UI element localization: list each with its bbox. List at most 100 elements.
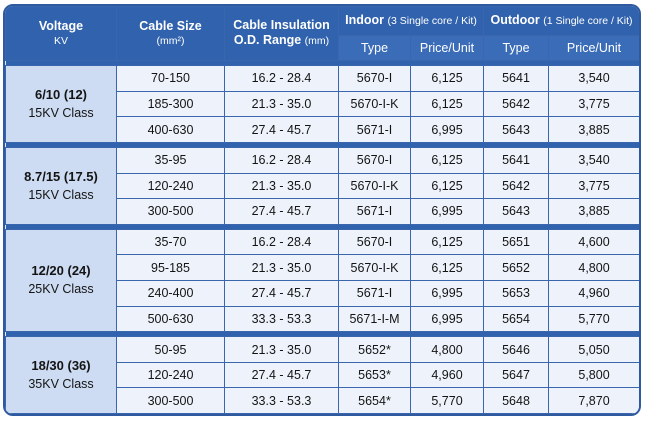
outdoor-price-cell: 3,775 — [548, 90, 639, 118]
price-table-frame: Voltage KV Cable Size (mm²) Cable Insula… — [3, 4, 641, 416]
outdoor-type-cell: 5652 — [483, 254, 550, 281]
cable-size-cell: 120-240 — [116, 172, 225, 200]
cable-size-cell: 70-150 — [116, 65, 225, 92]
indoor-type-cell: 5670-I — [338, 146, 411, 174]
cable-kit-price-table: Voltage KV Cable Size (mm²) Cable Insula… — [5, 6, 639, 414]
outdoor-header-label: Outdoor — [490, 13, 540, 27]
voltage-class: 15KV Class — [28, 105, 94, 120]
cable-size-cell: 500-630 — [116, 305, 225, 333]
insulation-unit: (mm) — [304, 35, 330, 47]
outdoor-price-cell: 4,600 — [548, 228, 639, 256]
table-row: 95-185 21.3 - 35.0 5670-I-K 6,125 5652 4… — [6, 254, 639, 281]
outdoor-type-header: Type — [483, 35, 550, 61]
outdoor-header-note: (1 Single core / Kit) — [543, 15, 633, 27]
table-row: 120-240 27.4 - 45.7 5653* 4,960 5647 5,8… — [6, 361, 639, 389]
indoor-type-cell: 5653* — [338, 361, 411, 389]
indoor-type-cell: 5670-I — [338, 65, 411, 92]
indoor-price-cell: 6,995 — [409, 305, 485, 333]
outdoor-price-cell: 3,775 — [548, 172, 639, 200]
outdoor-type-cell: 5641 — [483, 146, 550, 174]
outdoor-type-cell: 5642 — [483, 90, 550, 118]
group-separator — [5, 223, 639, 230]
indoor-type-cell: 5671-I — [338, 116, 411, 143]
indoor-type-cell: 5671-I — [338, 198, 411, 225]
indoor-header: Indoor (3 Single core / Kit) — [337, 6, 485, 36]
cable-size-cell: 35-70 — [116, 228, 225, 256]
indoor-price-cell: 6,995 — [409, 279, 485, 307]
voltage-cell: 12/20 (24) 25KV Class — [5, 228, 117, 333]
voltage-header-unit: KV — [53, 34, 68, 47]
table-row: 120-240 21.3 - 35.0 5670-I-K 6,125 5642 … — [6, 172, 639, 200]
cable-size-header: Cable Size (mm²) — [116, 6, 225, 61]
indoor-price-cell: 6,125 — [409, 90, 485, 118]
od-range-cell: 21.3 - 35.0 — [224, 172, 339, 200]
voltage-value: 8.7/15 (17.5) — [24, 168, 98, 184]
table-row: 300-500 33.3 - 53.3 5654* 5,770 5648 7,8… — [6, 387, 639, 414]
outdoor-price-cell: 4,800 — [548, 254, 639, 281]
outdoor-type-cell: 5653 — [483, 279, 550, 307]
voltage-class: 35KV Class — [28, 377, 94, 392]
outdoor-type-cell: 5648 — [483, 387, 550, 414]
indoor-price-header: Price/Unit — [409, 35, 485, 61]
table-row: 18/30 (36) 35KV Class 50-95 21.3 - 35.0 … — [5, 336, 639, 414]
cable-size-cell: 95-185 — [116, 254, 225, 281]
cable-size-cell: 400-630 — [116, 116, 225, 143]
outdoor-price-cell: 5,050 — [548, 336, 639, 363]
od-range-cell: 16.2 - 28.4 — [224, 228, 339, 256]
od-range-cell: 27.4 - 45.7 — [224, 361, 339, 389]
indoor-type-header: Type — [338, 35, 411, 61]
od-range-cell: 16.2 - 28.4 — [224, 65, 339, 92]
indoor-price-cell: 6,995 — [409, 198, 485, 225]
outdoor-price-cell: 3,540 — [548, 146, 639, 174]
outdoor-type-cell: 5646 — [483, 336, 550, 363]
table-row: 240-400 27.4 - 45.7 5671-I 6,995 5653 4,… — [6, 279, 639, 307]
od-range-cell: 16.2 - 28.4 — [224, 146, 339, 174]
cable-size-cell: 50-95 — [116, 336, 225, 363]
outdoor-type-cell: 5643 — [483, 198, 550, 225]
outdoor-price-cell: 5,800 — [548, 361, 639, 389]
table-row: 6/10 (12) 15KV Class 70-150 16.2 - 28.4 … — [5, 65, 639, 143]
cable-size-cell: 240-400 — [116, 279, 225, 307]
od-range-cell: 21.3 - 35.0 — [224, 90, 339, 118]
od-range-cell: 33.3 - 53.3 — [224, 387, 339, 414]
outdoor-type-cell: 5651 — [483, 228, 550, 256]
outdoor-price-cell: 3,885 — [548, 198, 639, 225]
table-row: 8.7/15 (17.5) 15KV Class 35-95 16.2 - 28… — [5, 146, 639, 225]
voltage-value: 12/20 (24) — [31, 263, 91, 279]
cable-size-cell: 300-500 — [116, 198, 225, 225]
indoor-type-cell: 5671-I — [338, 279, 411, 307]
indoor-price-cell: 4,800 — [409, 336, 485, 363]
indoor-type-cell: 5654* — [338, 387, 411, 414]
cable-size-cell: 35-95 — [116, 146, 225, 174]
indoor-price-cell: 6,995 — [409, 116, 485, 143]
indoor-price-cell: 5,770 — [409, 387, 485, 414]
outdoor-header: Outdoor (1 Single core / Kit) — [483, 6, 639, 36]
outdoor-type-cell: 5642 — [483, 172, 550, 200]
indoor-price-cell: 6,125 — [409, 254, 485, 281]
outdoor-price-cell: 5,770 — [548, 305, 639, 333]
insulation-range-label: O.D. Range — [233, 33, 302, 47]
insulation-header: Cable Insulation O.D. Range (mm) — [224, 6, 339, 61]
outdoor-price-cell: 3,885 — [548, 116, 639, 143]
outdoor-type-cell: 5647 — [483, 361, 550, 389]
outdoor-price-cell: 4,960 — [548, 279, 639, 307]
indoor-type-cell: 5670-I-K — [338, 172, 411, 200]
cable-size-header-label: Cable Size — [139, 18, 202, 33]
insulation-header-label: Cable Insulation — [233, 18, 330, 32]
indoor-price-cell: 6,125 — [409, 146, 485, 174]
outdoor-type-cell: 5643 — [483, 116, 550, 143]
voltage-cell: 8.7/15 (17.5) 15KV Class — [5, 146, 117, 225]
od-range-cell: 21.3 - 35.0 — [224, 254, 339, 281]
voltage-value: 18/30 (36) — [31, 358, 91, 374]
cable-size-cell: 185-300 — [116, 90, 225, 118]
indoor-price-cell: 6,125 — [409, 228, 485, 256]
od-range-cell: 27.4 - 45.7 — [224, 198, 339, 225]
table-body: 6/10 (12) 15KV Class 70-150 16.2 - 28.4 … — [5, 59, 639, 414]
indoor-price-cell: 6,125 — [409, 172, 485, 200]
voltage-class: 15KV Class — [28, 187, 94, 202]
voltage-header: Voltage KV — [5, 6, 117, 61]
outdoor-price-header: Price/Unit — [548, 35, 639, 61]
outdoor-price-cell: 7,870 — [548, 387, 639, 414]
od-range-cell: 27.4 - 45.7 — [224, 116, 339, 143]
indoor-price-cell: 6,125 — [409, 65, 485, 92]
